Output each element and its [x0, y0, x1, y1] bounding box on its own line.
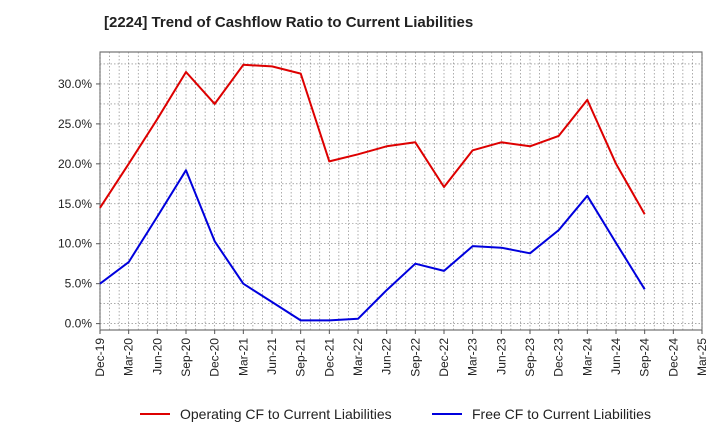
- y-tick-label: 25.0%: [58, 117, 92, 131]
- x-tick-label: Dec-20: [208, 338, 222, 377]
- y-tick-label: 20.0%: [58, 157, 92, 171]
- x-tick-label: Mar-24: [580, 338, 594, 376]
- x-tick-label: Mar-22: [351, 338, 365, 376]
- x-tick-label: Sep-23: [523, 338, 537, 377]
- x-tick-label: Sep-20: [179, 338, 193, 377]
- free-cf-line: [99, 169, 646, 322]
- x-tick-label: Sep-21: [294, 338, 308, 377]
- x-tick-label: Dec-24: [666, 338, 680, 377]
- x-tick-label: Jun-24: [609, 338, 623, 375]
- x-tick-label: Mar-20: [122, 338, 136, 376]
- x-tick-label: Dec-19: [93, 338, 107, 377]
- y-axis: 0.0% 5.0% 10.0% 15.0% 20.0% 25.0% 30.0%: [58, 77, 100, 331]
- legend-label-operating-cf: Operating CF to Current Liabilities: [180, 406, 392, 422]
- operating-cf-line: [99, 63, 646, 215]
- x-axis: Dec-19 Mar-20 Jun-20 Sep-20 Dec-20 Mar-21 Jun-…: [93, 330, 709, 377]
- x-tick-label: Dec-23: [552, 338, 566, 377]
- y-tick-label: 15.0%: [58, 197, 92, 211]
- x-tick-label: Mar-21: [236, 338, 250, 376]
- y-tick-label: 0.0%: [65, 317, 93, 331]
- x-tick-label: Jun-21: [265, 338, 279, 375]
- legend: Operating CF to Current Liabilities Free …: [140, 406, 651, 422]
- x-tick-label: Mar-25: [695, 338, 709, 376]
- x-tick-label: Dec-22: [437, 338, 451, 377]
- x-tick-label: Sep-22: [408, 338, 422, 377]
- y-tick-label: 30.0%: [58, 77, 92, 91]
- x-tick-label: Jun-20: [150, 338, 164, 375]
- x-tick-label: Jun-23: [494, 338, 508, 375]
- x-tick-label: Jun-22: [380, 338, 394, 375]
- x-tick-label: Dec-21: [322, 338, 336, 377]
- y-tick-label: 10.0%: [58, 237, 92, 251]
- legend-label-free-cf: Free CF to Current Liabilities: [472, 406, 651, 422]
- x-tick-label: Mar-23: [466, 338, 480, 376]
- series-lines: [99, 63, 646, 322]
- y-tick-label: 5.0%: [65, 277, 93, 291]
- plot-area: [99, 51, 703, 331]
- x-tick-label: Sep-24: [638, 338, 652, 377]
- chart-title: [2224] Trend of Cashflow Ratio to Curren…: [104, 14, 474, 31]
